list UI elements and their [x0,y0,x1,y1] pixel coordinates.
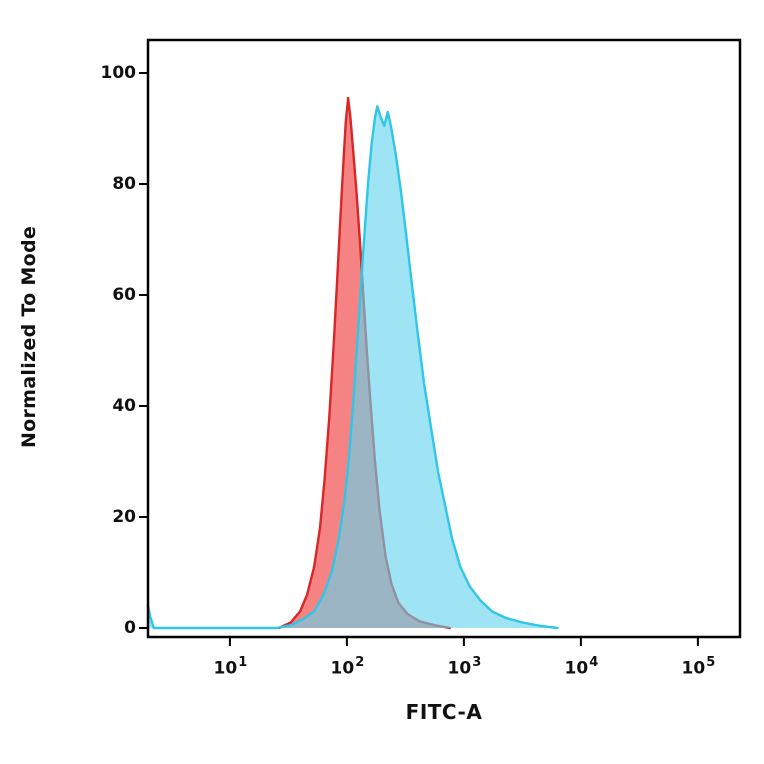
y-tick-label: 60 [112,285,136,305]
x-tick-base: 10 [564,658,589,679]
x-tick-label: 105 [666,655,730,679]
x-tick-label: 101 [198,655,262,679]
x-axis-label: FITC-A [405,700,483,724]
y-tick-label: 20 [112,507,136,527]
x-tick-base: 10 [213,658,238,679]
y-tick-label: 80 [112,174,136,194]
x-tick-label: 102 [315,655,379,679]
x-tick-exponent: 2 [355,655,365,670]
cyan-population-outline [146,105,559,630]
y-tick-label: 40 [112,396,136,416]
y-tick-label: 0 [124,618,136,638]
y-tick-label: 100 [100,63,137,83]
plot-border [146,38,742,639]
x-tick-label: 104 [549,655,613,679]
x-tick-exponent: 1 [238,655,248,670]
x-tick-base: 10 [447,658,472,679]
x-tick-base: 10 [681,658,706,679]
x-tick-exponent: 3 [472,655,482,670]
x-tick-exponent: 4 [589,655,599,670]
x-tick-base: 10 [330,658,355,679]
x-tick-label: 103 [432,655,496,679]
y-axis-label: Normalized To Mode [18,225,40,449]
x-tick-exponent: 5 [706,655,716,670]
cyan-population-area [148,106,558,629]
